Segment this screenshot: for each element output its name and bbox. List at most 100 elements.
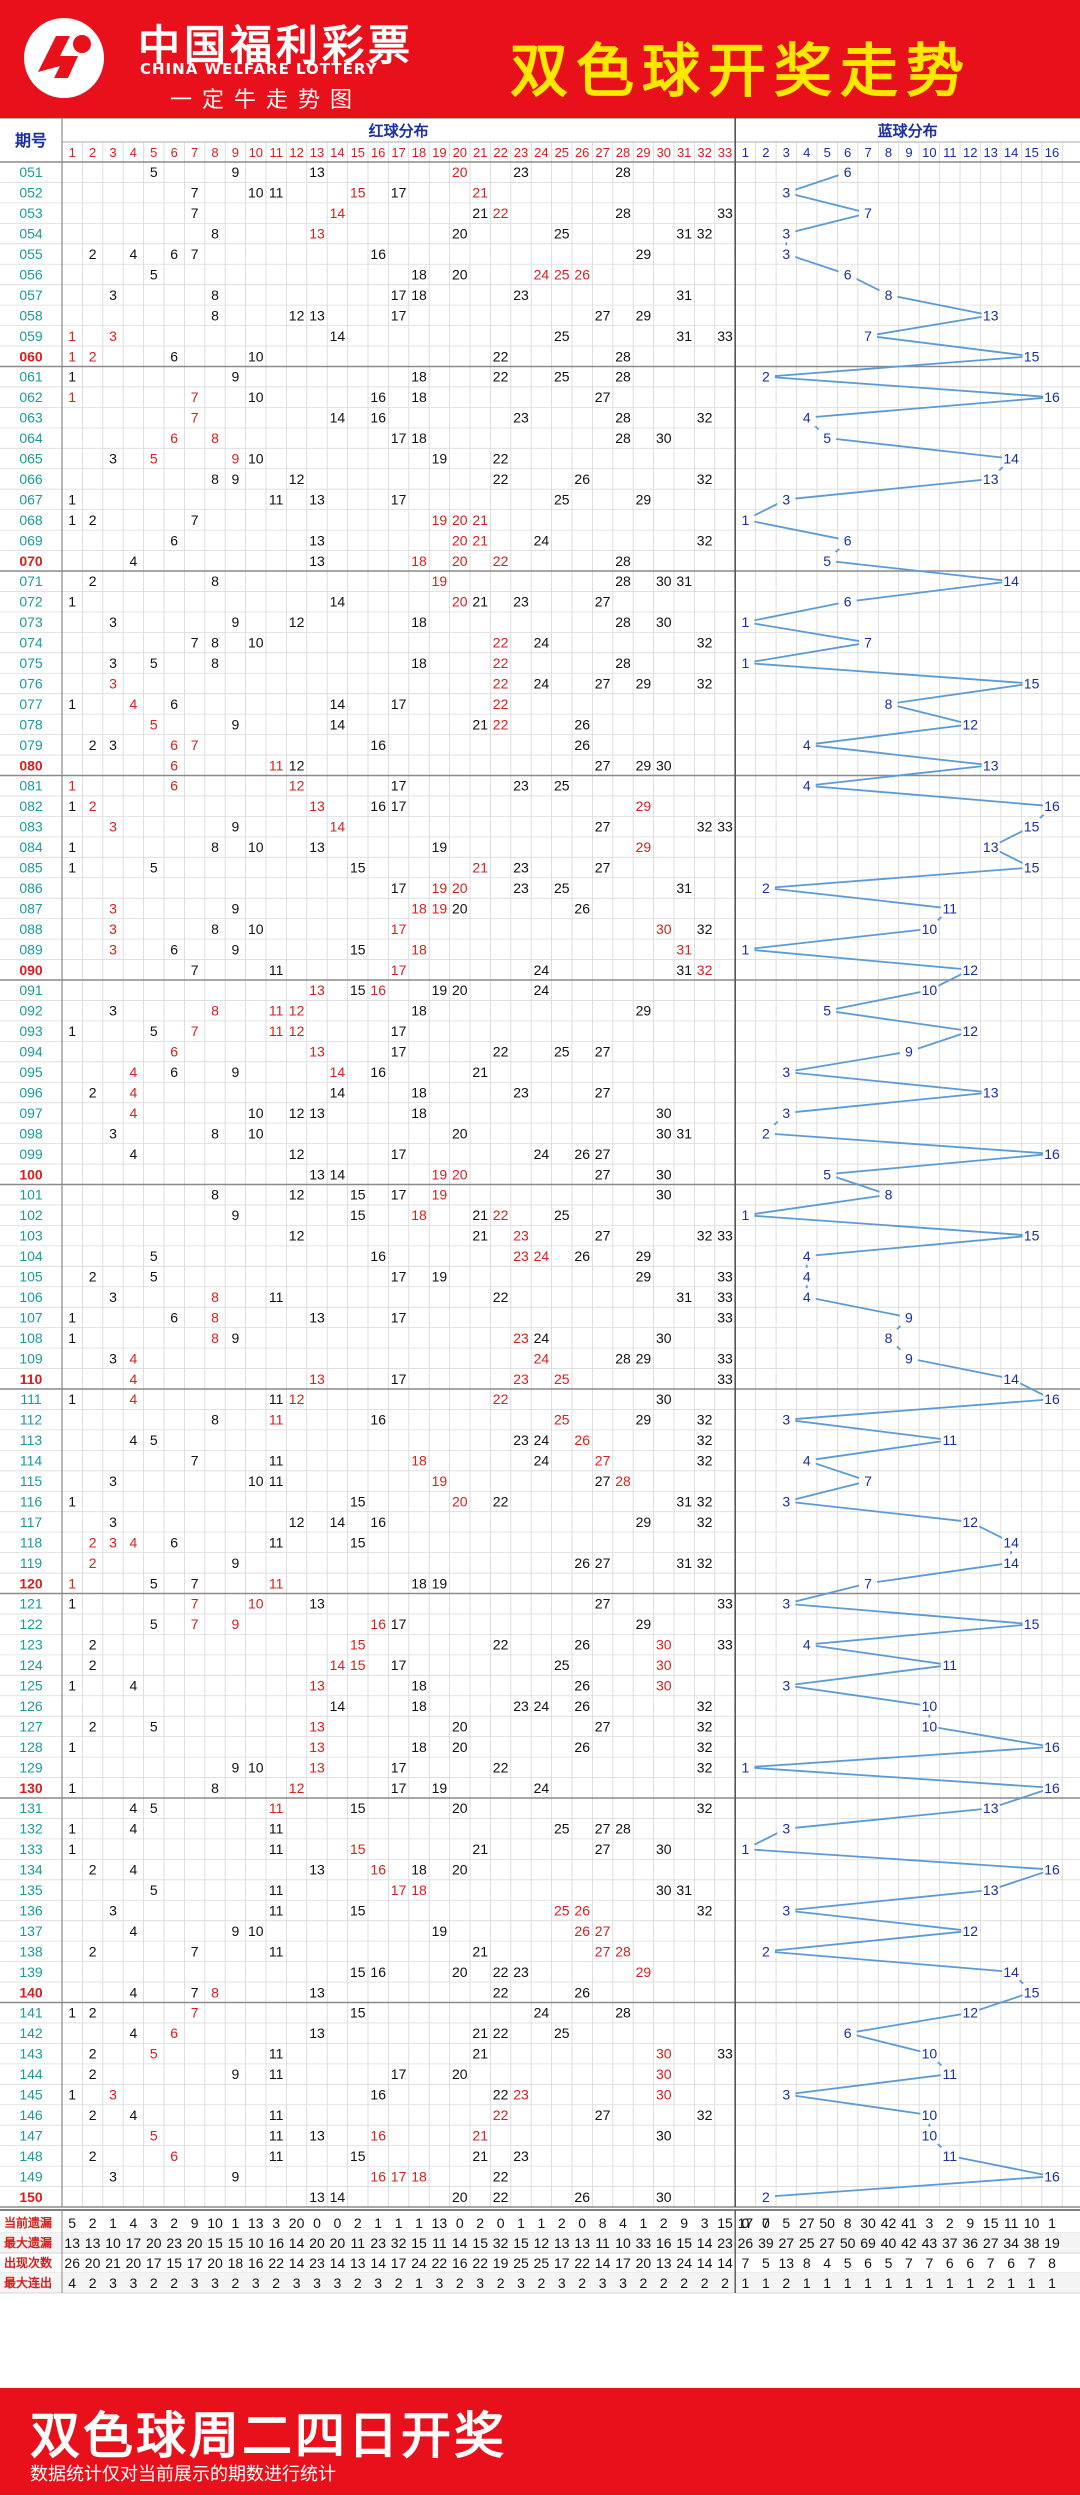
period-label: 068 [19, 512, 43, 528]
stats-red-value: 7 [762, 2215, 770, 2231]
red-ball-number: 4 [130, 1391, 138, 1407]
red-number-header: 6 [171, 145, 178, 160]
red-ball-number: 7 [191, 246, 199, 262]
period-label: 063 [19, 410, 43, 426]
red-ball-number: 19 [432, 982, 448, 998]
red-ball-number: 13 [309, 1759, 325, 1775]
blue-ball-bg [940, 1431, 959, 1449]
red-ball-number: 11 [269, 2046, 284, 2062]
red-ball-number: 2 [89, 2066, 97, 2082]
red-number-header: 19 [432, 145, 446, 160]
red-ball-number: 10 [248, 635, 264, 651]
red-ball-number: 9 [232, 614, 240, 630]
stats-blue-value: 1 [946, 2275, 954, 2291]
period-label: 058 [19, 307, 43, 323]
red-ball-number: 1 [68, 1391, 76, 1407]
blue-ball-number: 12 [962, 1514, 978, 1530]
red-number-header: 15 [351, 145, 365, 160]
stats-red-value: 18 [228, 2255, 244, 2271]
red-ball-number: 32 [697, 1739, 713, 1755]
blue-ball-number: 9 [905, 1044, 913, 1060]
red-number-header: 2 [89, 145, 96, 160]
red-ball-number: 13 [309, 553, 325, 569]
blue-ball-bg [777, 490, 796, 509]
red-ball-number: 29 [636, 1269, 652, 1285]
stats-red-value: 16 [452, 2255, 468, 2271]
red-ball-number: 21 [472, 1207, 488, 1223]
period-label: 087 [19, 900, 43, 916]
red-ball-number: 21 [472, 716, 488, 732]
red-ball-number: 23 [513, 1698, 529, 1714]
blue-ball-bg [920, 2106, 939, 2124]
red-ball-number: 20 [452, 1739, 468, 1755]
red-ball-number: 5 [150, 164, 158, 180]
blue-ball-number: 13 [983, 1800, 999, 1816]
period-label: 081 [19, 778, 43, 794]
red-ball-number: 20 [452, 1800, 468, 1816]
blue-ball-bg [797, 1267, 816, 1286]
blue-ball-bg [859, 1574, 878, 1592]
stats-red-value: 16 [268, 2235, 284, 2251]
red-ball-number: 9 [232, 1064, 240, 1080]
stats-red-value: 17 [554, 2255, 570, 2271]
blue-ball-number: 5 [823, 430, 831, 446]
stats-red-value: 13 [554, 2235, 570, 2251]
red-ball-number: 9 [232, 1616, 240, 1632]
red-ball-number: 15 [350, 1493, 366, 1509]
red-ball-number: 18 [411, 369, 427, 385]
stats-red-value: 14 [289, 2235, 305, 2251]
blue-ball-number: 14 [1003, 1371, 1019, 1387]
red-ball-number: 23 [513, 1432, 529, 1448]
red-ball-number: 18 [411, 1862, 427, 1878]
red-ball-number: 30 [656, 1166, 672, 1182]
red-ball-number: 2 [89, 737, 97, 753]
red-ball-number: 6 [170, 2148, 178, 2164]
red-number-header: 20 [453, 145, 467, 160]
red-ball-number: 15 [350, 1187, 366, 1203]
period-label: 138 [19, 1943, 43, 1959]
red-ball-number: 28 [615, 1473, 631, 1489]
stats-red-value: 11 [432, 2235, 447, 2251]
red-ball-number: 33 [717, 1371, 733, 1387]
blue-ball-bg [777, 2085, 796, 2104]
red-ball-number: 18 [411, 1207, 427, 1223]
brand-name-en: CHINA WELFARE LOTTERY [140, 60, 378, 78]
red-ball-number: 20 [452, 1718, 468, 1734]
red-ball-number: 3 [109, 1003, 117, 1019]
red-ball-number: 16 [370, 1412, 386, 1428]
red-ball-number: 5 [150, 716, 158, 732]
blue-ball-bg [920, 2126, 939, 2145]
red-ball-number: 24 [534, 532, 550, 548]
blue-number-header: 7 [864, 145, 871, 160]
stats-blue-value: 2 [782, 2275, 790, 2291]
blue-ball-bg [818, 1001, 837, 1020]
welfare-lottery-logo-icon [24, 18, 104, 98]
blue-ball-bg [756, 1942, 775, 1961]
red-ball-number: 24 [534, 1698, 550, 1714]
blue-ball-number: 9 [905, 1309, 913, 1325]
red-ball-number: 30 [656, 1657, 672, 1673]
stats-red-value: 15 [676, 2235, 692, 2251]
stats-red-value: 2 [680, 2275, 688, 2291]
blue-ball-bg [736, 613, 755, 631]
period-label: 118 [20, 1534, 43, 1550]
blue-ball-number: 4 [803, 1637, 811, 1653]
period-label: 102 [19, 1207, 43, 1223]
red-ball-number: 24 [534, 675, 550, 691]
stats-red-value: 3 [436, 2275, 444, 2291]
blue-ball-number: 2 [762, 369, 770, 385]
red-ball-number: 27 [595, 1228, 611, 1244]
blue-ball-number: 12 [962, 716, 978, 732]
blue-ball-number: 2 [762, 2189, 770, 2205]
period-label: 075 [19, 655, 43, 671]
period-label: 086 [19, 880, 43, 896]
period-label: 148 [19, 2148, 43, 2164]
red-ball-number: 27 [595, 1596, 611, 1612]
blue-ball-number: 16 [1044, 389, 1060, 405]
red-number-header: 28 [616, 145, 630, 160]
stats-blue-value: 1 [1007, 2275, 1015, 2291]
red-ball-number: 17 [391, 2066, 407, 2082]
red-ball-number: 7 [191, 962, 199, 978]
stats-blue-value: 41 [901, 2215, 917, 2231]
red-ball-number: 30 [656, 1678, 672, 1694]
